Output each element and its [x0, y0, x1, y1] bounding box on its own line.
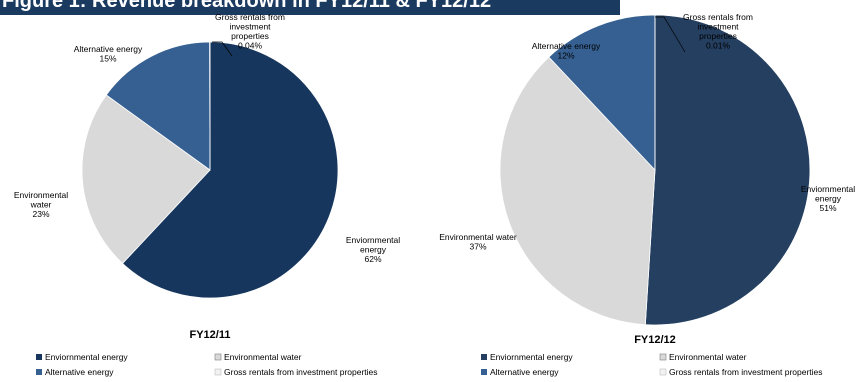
- legend-swatch: [36, 369, 42, 375]
- slice-environmental-water: [81, 94, 211, 265]
- leader-line: [212, 41, 233, 57]
- legend-item-alternative-energy: Alternative energy: [490, 367, 559, 377]
- header-bar: Figure 1: Revenue breakdown in FY12/11 &…: [0, 0, 620, 15]
- legend-item-alternative-energy: Alternative energy: [45, 367, 114, 377]
- pie-chart-2: Enviornmental energy 51% Environmental wate…: [439, 12, 855, 377]
- legend-swatch: [659, 353, 667, 361]
- legend-item-gross-rentals-from-investment-properties: Gross rentals from investment properties: [224, 367, 378, 377]
- legend-item-environmental-water: Environmental water: [669, 352, 747, 362]
- slice-environmental-water: [499, 56, 656, 326]
- slice-label-alternative-energy: Alternative energy 12%: [532, 41, 601, 61]
- slice-label-environmental-water: Environmental water 37%: [439, 232, 517, 252]
- legend-item-enviornmental-energy: Enviornmental energy: [490, 352, 573, 362]
- figure-title: Figure 1: Revenue breakdown in FY12/11 &…: [2, 0, 492, 12]
- legend-swatch: [659, 368, 667, 376]
- legend-swatch: [214, 368, 222, 376]
- legend-item-enviornmental-energy: Enviornmental energy: [45, 352, 128, 362]
- legend-item-gross-rentals-from-investment-properties: Gross rentals from investment properties: [669, 367, 823, 377]
- chart-caption: FY12/11: [190, 329, 231, 341]
- pie-chart-1: Enviornmental energy 62% Environmental water…: [14, 12, 400, 377]
- slice-label-alternative-energy: Alternative energy 15%: [74, 44, 143, 64]
- slice-label-gross-rentals-from-investment-properties: Gross rentals from investment properties 0.…: [215, 12, 285, 51]
- slice-alternative-energy: [548, 14, 656, 172]
- slice-label-environmental-water: Environmental water 23%: [14, 190, 68, 219]
- legend-swatch: [36, 354, 42, 360]
- legend-item-environmental-water: Environmental water: [224, 352, 302, 362]
- slice-label-gross-rentals-from-investment-properties: Gross rentals from investment properties 0.…: [683, 12, 753, 51]
- slice-label-enviornmental-energy: Enviornmental energy 62%: [346, 235, 400, 264]
- chart-caption: FY12/12: [634, 334, 676, 346]
- slice-enviornmental-energy: [121, 41, 339, 299]
- slice-alternative-energy: [105, 41, 211, 171]
- legend-swatch: [481, 369, 487, 375]
- slice-enviornmental-energy: [644, 14, 811, 326]
- slice-label-enviornmental-energy: Enviornmental energy 51%: [801, 184, 855, 213]
- leader-line: [655, 16, 686, 53]
- legend-swatch: [481, 354, 487, 360]
- legend-swatch: [214, 353, 222, 361]
